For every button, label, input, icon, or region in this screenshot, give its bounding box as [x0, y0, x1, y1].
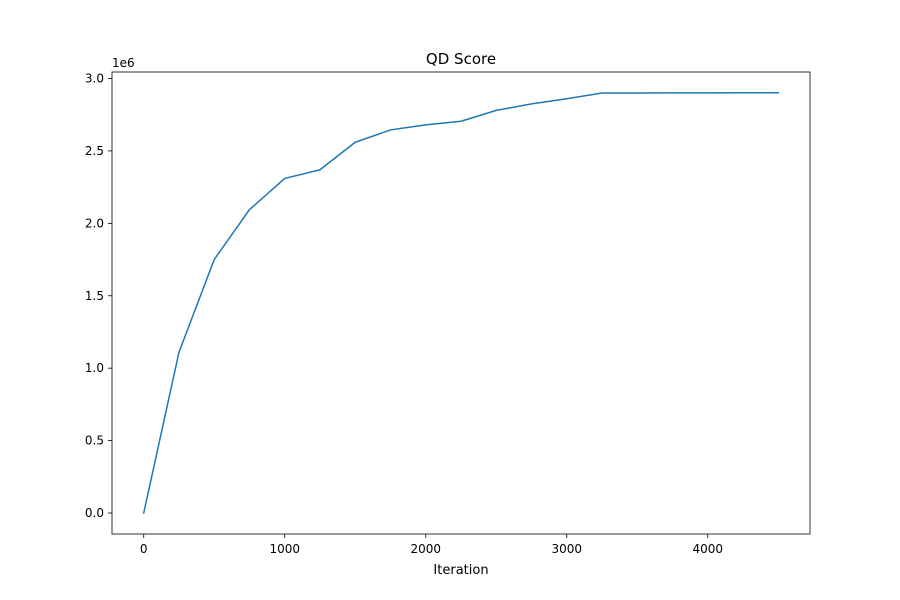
y-tick-label: 1.5: [85, 289, 104, 303]
y-tick-label: 1.0: [85, 361, 104, 375]
y-tick-label: 0.5: [85, 434, 104, 448]
x-tick-label: 1000: [269, 542, 300, 556]
x-axis-ticks: 0 1000 2000 3000 4000: [140, 534, 723, 556]
plot-frame: [111, 71, 811, 535]
chart-title: QD Score: [426, 50, 496, 68]
x-tick-label: 4000: [692, 542, 723, 556]
x-axis-label: Iteration: [433, 563, 488, 578]
y-tick-label: 3.0: [85, 72, 104, 86]
y-axis-ticks: 0.0 0.5 1.0 1.5 2.0 2.5 3.0: [85, 72, 112, 520]
y-tick-label: 2.0: [85, 216, 104, 230]
x-tick-label: 2000: [410, 542, 441, 556]
y-axis-offset-label: 1e6: [112, 56, 135, 70]
x-tick-label: 0: [140, 542, 148, 556]
x-tick-label: 3000: [551, 542, 582, 556]
plot-area: [112, 72, 810, 534]
series-points: [143, 92, 779, 514]
y-tick-label: 2.5: [85, 144, 104, 158]
y-tick-label: 0.0: [85, 506, 104, 520]
